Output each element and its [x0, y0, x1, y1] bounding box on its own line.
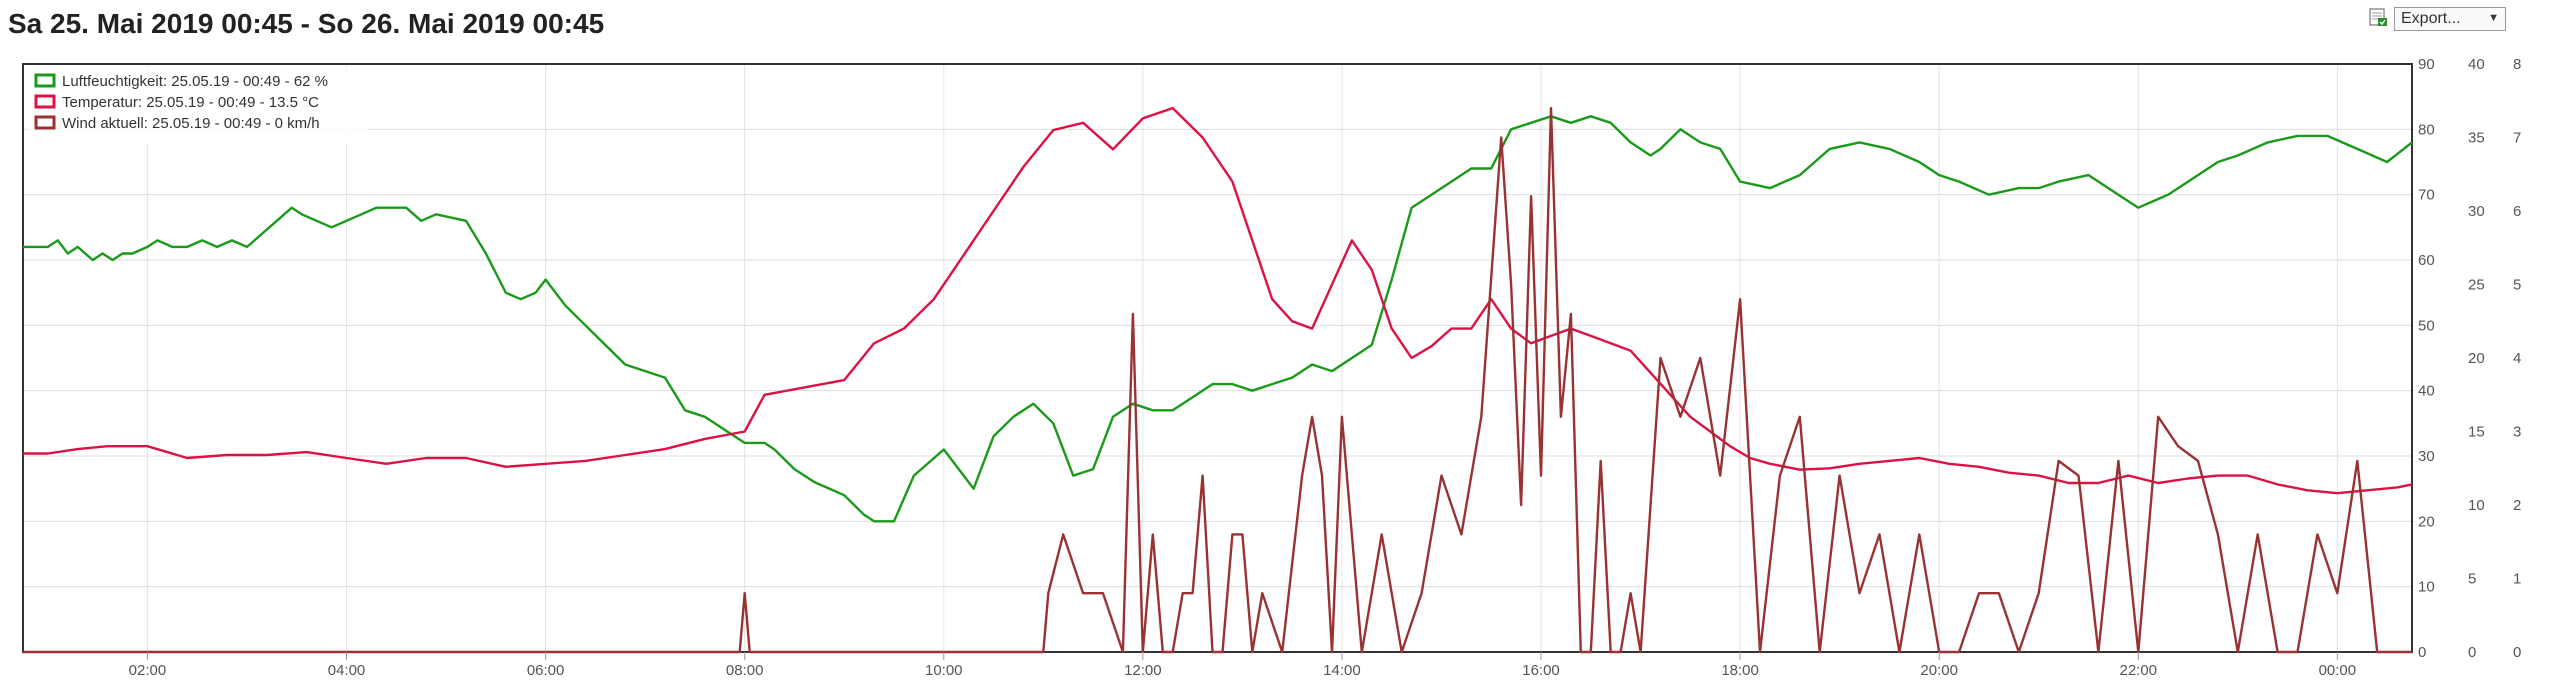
y-tick-label-wind: 8: [2513, 56, 2521, 73]
y-axes: 0 10 20 30 40 50 60 70 80 90 0 5 10 15 20 25 30 35 40 0 1 2 3 4…: [2418, 56, 2521, 661]
x-tick-label: 20:00: [1920, 662, 1958, 679]
x-tick-label: 10:00: [925, 662, 963, 679]
legend-entry[interactable]: Temperatur: 25.05.19 - 00:49 - 13.5 °C: [62, 94, 319, 111]
export-label: Export...: [2401, 10, 2461, 27]
y-tick-label-wind: 4: [2513, 350, 2521, 367]
legend-box: [28, 67, 368, 145]
y-tick-label-hum: 90: [2418, 56, 2435, 73]
y-tick-label-wind: 3: [2513, 424, 2521, 441]
y-tick-label-hum: 80: [2418, 121, 2435, 138]
y-tick-label-wind: 6: [2513, 203, 2521, 220]
y-tick-label-temp: 0: [2468, 644, 2476, 661]
y-tick-label-hum: 60: [2418, 252, 2435, 269]
y-tick-label-wind: 2: [2513, 497, 2521, 514]
plot-frame: [22, 63, 2413, 653]
x-tick-label: 00:00: [2319, 662, 2357, 679]
y-tick-label-hum: 50: [2418, 317, 2435, 334]
series-line-hum: [23, 115, 2413, 523]
y-tick-label-temp: 5: [2468, 571, 2476, 588]
y-tick-label-hum: 30: [2418, 448, 2435, 465]
x-tick-label: 08:00: [726, 662, 764, 679]
chevron-down-icon: ▼: [2488, 12, 2499, 24]
export-dropdown[interactable]: Export... ▼: [2394, 7, 2506, 31]
legend-entry[interactable]: Luftfeuchtigkeit: 25.05.19 - 00:49 - 62 …: [62, 73, 328, 90]
y-tick-label-temp: 25: [2468, 277, 2485, 294]
x-tick-label: 18:00: [1721, 662, 1759, 679]
y-tick-label-temp: 20: [2468, 350, 2485, 367]
x-tick-label: 14:00: [1323, 662, 1361, 679]
legend-swatch[interactable]: [34, 94, 56, 109]
legend: Luftfeuchtigkeit: 25.05.19 - 00:49 - 62 …: [28, 67, 368, 145]
y-tick-label-hum: 70: [2418, 187, 2435, 204]
x-axis: 02:00 04:00 06:00 08:00 10:00 12:00 14:00 16:00…: [129, 652, 2356, 679]
legend-swatch[interactable]: [34, 73, 56, 88]
series-line-temp: [23, 106, 2413, 495]
y-tick-label-temp: 30: [2468, 203, 2485, 220]
y-tick-label-wind: 5: [2513, 277, 2521, 294]
page-title: Sa 25. Mai 2019 00:45 - So 26. Mai 2019 …: [8, 8, 605, 39]
legend-entry[interactable]: Wind aktuell: 25.05.19 - 00:49 - 0 km/h: [62, 115, 320, 132]
y-tick-label-hum: 20: [2418, 513, 2435, 530]
x-tick-label: 02:00: [129, 662, 167, 679]
export-spreadsheet-icon[interactable]: [2367, 6, 2389, 28]
x-tick-label: 04:00: [328, 662, 366, 679]
y-tick-label-hum: 0: [2418, 644, 2426, 661]
x-tick-label: 12:00: [1124, 662, 1162, 679]
x-tick-label: 22:00: [2119, 662, 2157, 679]
series-line-wind: [23, 106, 2412, 654]
y-tick-label-temp: 35: [2468, 130, 2485, 147]
y-tick-label-hum: 10: [2418, 579, 2435, 596]
y-tick-label-wind: 7: [2513, 130, 2521, 147]
y-tick-label-wind: 0: [2513, 644, 2521, 661]
y-tick-label-temp: 40: [2468, 56, 2485, 73]
x-tick-label: 16:00: [1522, 662, 1560, 679]
x-tick-label: 06:00: [527, 662, 565, 679]
y-tick-label-temp: 10: [2468, 497, 2485, 514]
grid: [23, 63, 2412, 653]
y-tick-label-hum: 40: [2418, 383, 2435, 400]
y-tick-label-temp: 15: [2468, 424, 2485, 441]
y-tick-label-wind: 1: [2513, 571, 2521, 588]
legend-swatch[interactable]: [34, 115, 56, 130]
series-group: [23, 106, 2413, 654]
